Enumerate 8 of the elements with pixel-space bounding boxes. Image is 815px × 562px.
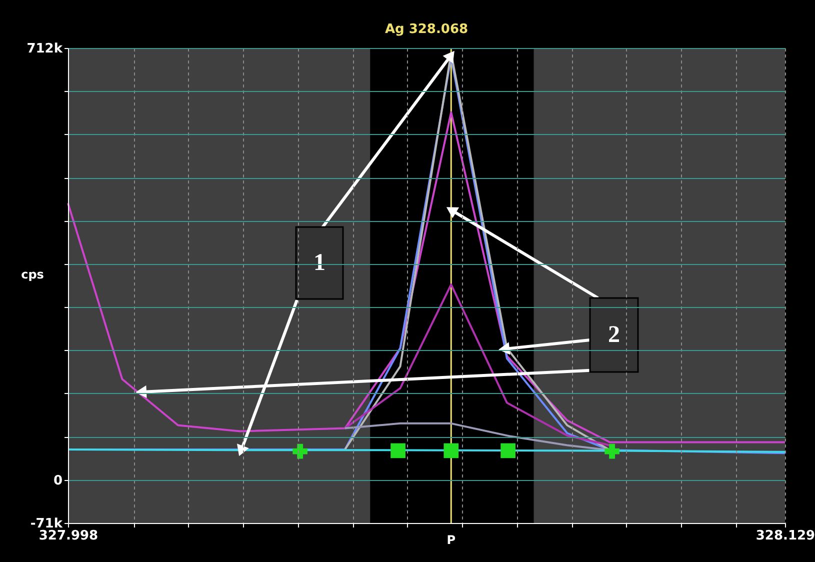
x-tick-label: 327.998	[38, 528, 98, 544]
y-tick-label: 712k	[26, 42, 63, 56]
ref-line-label: P	[446, 533, 456, 547]
y-tick-label: 0	[53, 473, 62, 488]
chart-title: Ag 328.068	[384, 22, 468, 37]
y-axis-title: cps	[21, 267, 44, 282]
annotation: 2	[608, 322, 620, 348]
x-tick-label: 328.129	[756, 528, 815, 544]
